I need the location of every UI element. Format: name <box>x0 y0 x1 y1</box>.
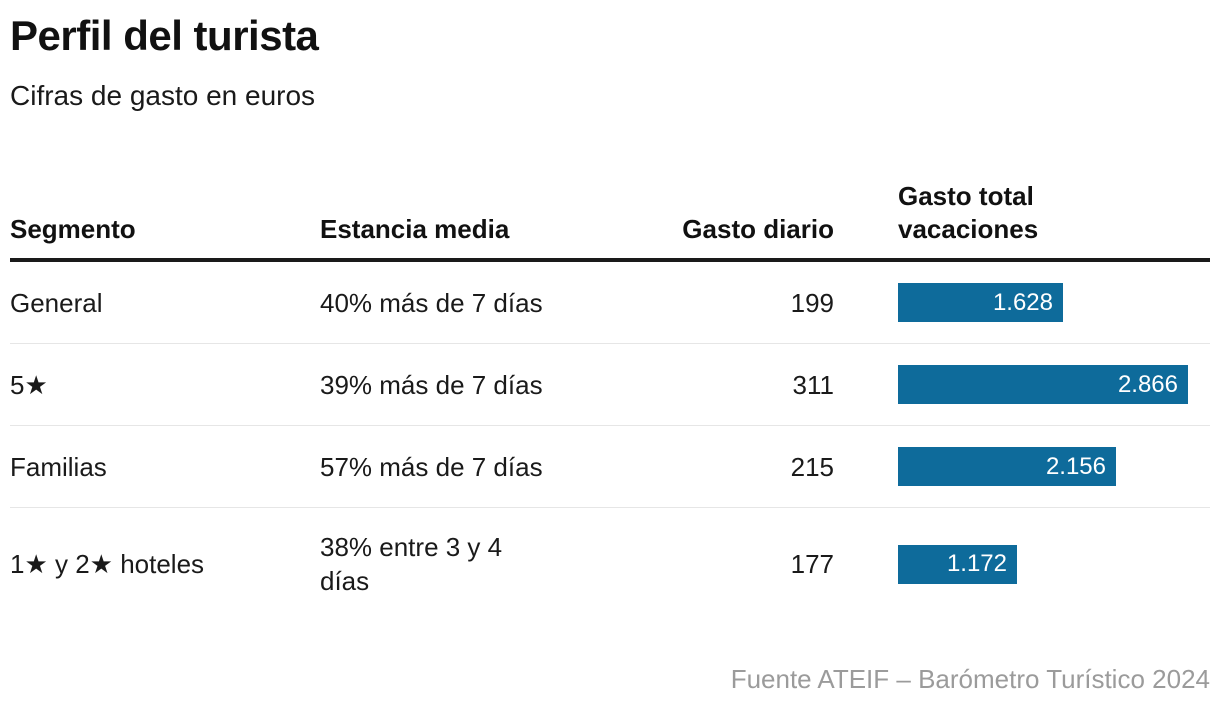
daily-spend-value: 311 <box>792 369 834 400</box>
total-spend-cell: 2.866 <box>834 365 1210 404</box>
stay-length-value: 39% más de 7 días <box>320 369 543 400</box>
daily-spend-value: 177 <box>790 549 834 579</box>
column-header-segmento: Segmento <box>10 214 136 244</box>
column-header-gasto-diario: Gasto diario <box>682 214 834 244</box>
total-spend-bar: 2.156 <box>898 447 1116 486</box>
table-row: 5★ 39% más de 7 días 311 2.866 <box>10 344 1210 426</box>
total-spend-cell: 2.156 <box>834 447 1210 486</box>
column-header-gasto-total: Gasto total vacaciones <box>834 180 1210 246</box>
stay-length-value: 40% más de 7 días <box>320 287 543 318</box>
stay-length-value: 38% entre 3 y 4 días <box>320 532 503 596</box>
total-spend-bar: 1.172 <box>898 544 1017 584</box>
total-spend-bar: 2.866 <box>898 365 1188 404</box>
table-row: General 40% más de 7 días 199 1.628 <box>10 262 1210 344</box>
total-spend-bar-label: 2.866 <box>1117 370 1178 398</box>
daily-spend-value: 199 <box>790 287 834 318</box>
column-header-estancia-media: Estancia media <box>320 214 510 244</box>
total-spend-cell: 1.628 <box>834 283 1210 322</box>
segment-label: Familias <box>10 451 107 482</box>
page-title: Perfil del turista <box>10 12 319 59</box>
table-header-row: Segmento Estancia media Gasto diario Gas… <box>10 180 1210 262</box>
table-row: 1★ y 2★ hoteles 38% entre 3 y 4 días 177… <box>10 508 1210 620</box>
segment-label: 5★ <box>10 369 48 400</box>
column-header-gasto-total-label: Gasto total vacaciones <box>898 181 1039 244</box>
source-credit: Fuente ATEIF – Barómetro Turístico 2024 <box>730 664 1210 694</box>
total-spend-bar-label: 1.628 <box>992 288 1053 316</box>
total-spend-bar-label: 2.156 <box>1045 452 1106 480</box>
segment-label: General <box>10 287 103 318</box>
total-spend-cell: 1.172 <box>834 544 1210 584</box>
table-row: Familias 57% más de 7 días 215 2.156 <box>10 426 1210 508</box>
segment-label: 1★ y 2★ hoteles <box>10 549 205 579</box>
table-body: General 40% más de 7 días 199 1.628 5★ 3… <box>10 262 1210 620</box>
chart-subtitle: Cifras de gasto en euros <box>10 80 316 111</box>
daily-spend-value: 215 <box>790 451 834 482</box>
total-spend-bar: 1.628 <box>898 283 1063 322</box>
total-spend-bar-label: 1.172 <box>946 550 1007 577</box>
stay-length-value: 57% más de 7 días <box>320 451 543 482</box>
